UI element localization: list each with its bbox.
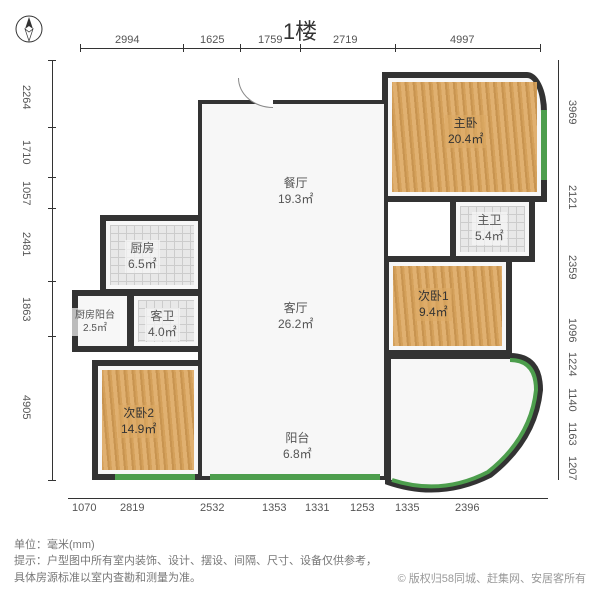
floor-title: 1楼 [0, 14, 600, 46]
label-mbath: 主卫5.4㎡ [472, 212, 507, 245]
label-gbath: 客卫4.0㎡ [145, 308, 180, 341]
window-master [541, 110, 547, 180]
dim-top-2: 1759 [258, 34, 282, 46]
copyright: © 版权归58同城、赶集网、安居客所有 [398, 570, 586, 586]
dim-top-4: 4997 [450, 34, 474, 46]
label-dining: 餐厅19.3㎡ [275, 175, 316, 208]
dim-left-2: 1057 [20, 181, 32, 205]
label-kbalc: 厨房阳台2.5㎡ [72, 308, 118, 336]
dim-left-3: 2481 [20, 232, 32, 256]
dim-right-2: 2359 [566, 255, 578, 279]
dim-bot-3: 1353 [262, 502, 286, 514]
dim-bot-7: 2396 [455, 502, 479, 514]
window-balcony [210, 474, 380, 480]
dim-left-1: 1710 [20, 140, 32, 164]
dimline-right [558, 60, 559, 480]
dim-left-4: 1863 [20, 297, 32, 321]
compass-icon [14, 14, 44, 44]
dimline-top [80, 48, 540, 49]
dim-right-3: 1096 [566, 318, 578, 342]
dim-bot-0: 1070 [72, 502, 96, 514]
label-kitchen: 厨房6.5㎡ [125, 240, 160, 273]
floor-plan: 主卧20.4㎡ 主卫5.4㎡ 次卧19.4㎡ 餐厅19.3㎡ 客厅26.2㎡ 阳… [60, 60, 550, 500]
dim-bot-4: 1331 [305, 502, 329, 514]
curved-balcony [380, 350, 550, 500]
label-bed2: 次卧214.9㎡ [118, 405, 159, 438]
dim-top-0: 2994 [115, 34, 139, 46]
dim-bot-5: 1253 [350, 502, 374, 514]
label-living: 客厅26.2㎡ [275, 300, 316, 333]
dim-right-7: 1207 [566, 456, 578, 480]
window-bed2 [115, 474, 195, 480]
dim-right-0: 3969 [566, 100, 578, 124]
dim-top-3: 2719 [333, 34, 357, 46]
dim-bot-1: 2819 [120, 502, 144, 514]
dim-left-5: 4905 [20, 395, 32, 419]
dim-right-5: 1140 [566, 388, 578, 412]
label-master: 主卧20.4㎡ [445, 115, 486, 148]
label-balc: 阳台6.8㎡ [280, 430, 315, 463]
dim-right-4: 1224 [566, 352, 578, 376]
dim-right-6: 1163 [566, 422, 578, 446]
dim-bot-2: 2532 [200, 502, 224, 514]
dim-left-0: 2264 [20, 85, 32, 109]
dimline-left [52, 60, 53, 480]
dim-top-1: 1625 [200, 34, 224, 46]
dim-bot-6: 1335 [395, 502, 419, 514]
dim-right-1: 2121 [566, 185, 578, 209]
footer-text: 单位：毫米(mm) 提示：户型图中所有室内装饰、设计、摆设、间隔、尺寸、设备仅供… [14, 537, 377, 587]
label-bed1: 次卧19.4㎡ [415, 288, 452, 321]
